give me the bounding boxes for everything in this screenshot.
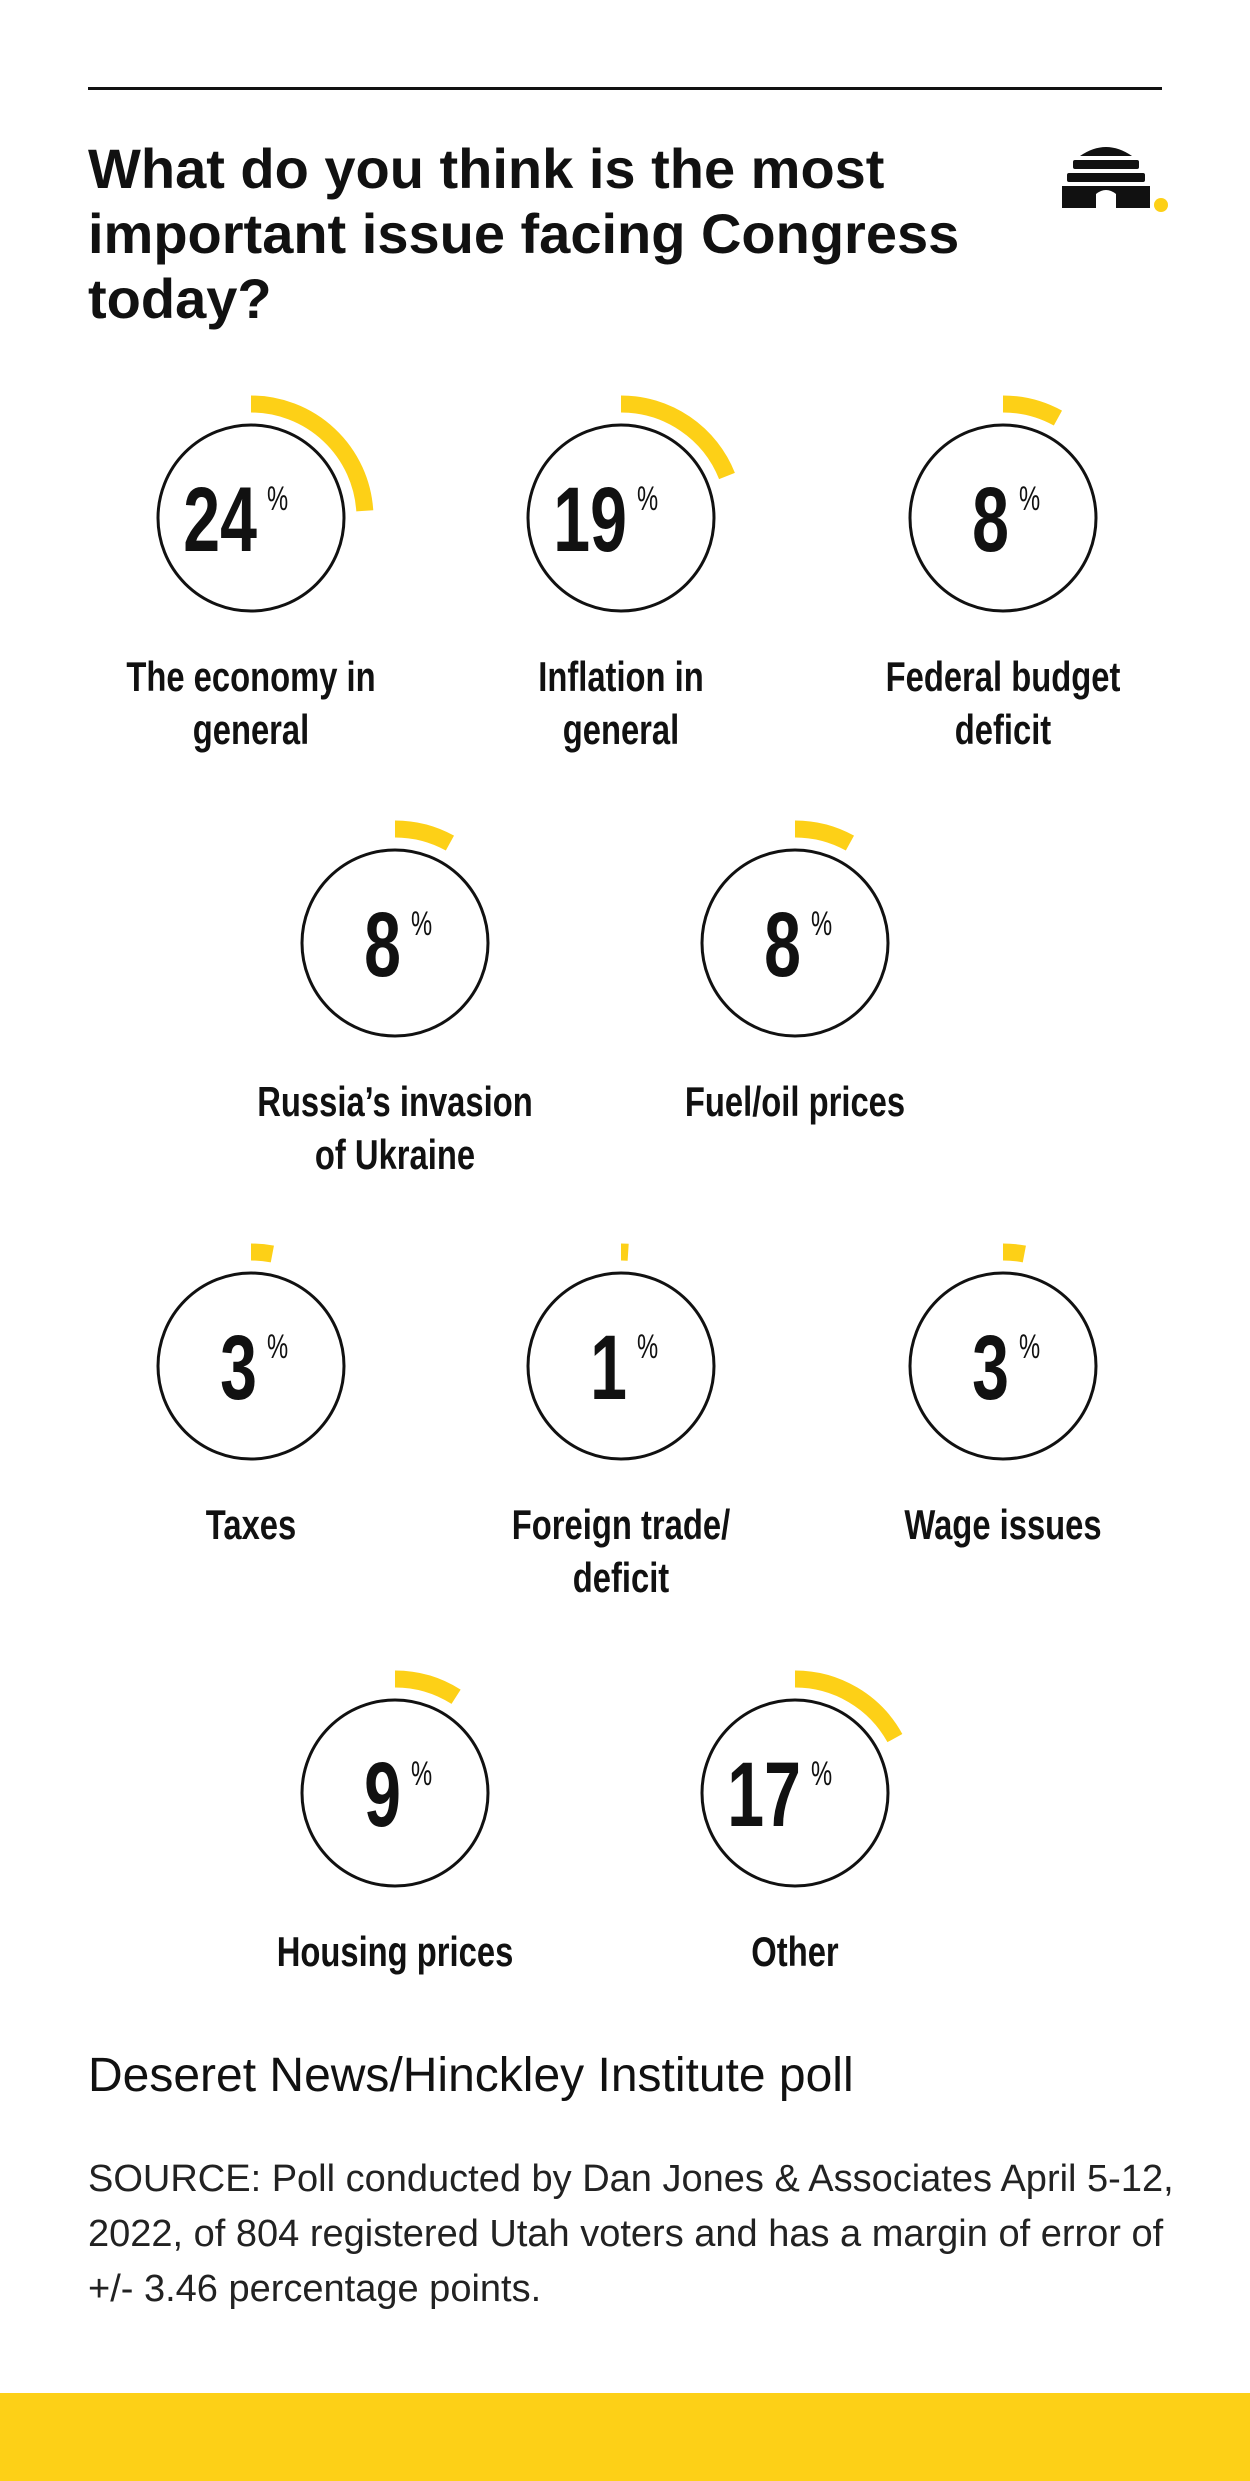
donut-item: 3 % Taxes <box>156 1243 346 1548</box>
donut-item: 17 % Other <box>700 1670 903 1975</box>
donut-item: 9 % Housing prices <box>277 1670 514 1975</box>
donut-percent-sign: % <box>411 1755 432 1793</box>
donut-value-label: 3 <box>220 1315 257 1418</box>
donut-category-label: Inflation in <box>538 653 704 700</box>
donut-item: 8 % Fuel/oil prices <box>685 820 905 1125</box>
footer-bar <box>0 2393 1250 2481</box>
donut-outline <box>526 1271 716 1461</box>
donut-category-label: general <box>563 706 680 753</box>
donut-value-arc <box>1002 1243 1026 1263</box>
donut-outline <box>526 423 716 613</box>
donut-value-label: 8 <box>364 892 401 995</box>
donut-item: 8 % Federal budget deficit <box>886 395 1121 753</box>
donut-category-label: Federal budget <box>886 653 1121 700</box>
donut-item: 1 % Foreign trade/deficit <box>512 1243 731 1601</box>
top-rule <box>88 87 1162 90</box>
donut-outline <box>700 1698 890 1888</box>
donut-value-label: 8 <box>764 892 801 995</box>
donut-value-arc <box>394 820 455 851</box>
donut-percent-sign: % <box>811 1755 832 1793</box>
donut-percent-sign: % <box>637 480 658 518</box>
donut-category-label: Russia’s invasion <box>257 1078 532 1125</box>
donut-percent-sign: % <box>267 480 288 518</box>
source-note: SOURCE: Poll conducted by Dan Jones & As… <box>88 2158 1174 2310</box>
donut-value-arc <box>1002 395 1063 426</box>
donut-outline <box>908 423 1098 613</box>
donut-percent-sign: % <box>637 1328 658 1366</box>
donut-category-label: Housing prices <box>277 1928 514 1975</box>
donut-value-label: 8 <box>972 467 1009 570</box>
donut-category-label: Other <box>751 1928 839 1975</box>
donut-outline <box>908 1271 1098 1461</box>
chart-title: What do you think is the most important … <box>88 137 960 330</box>
donut-value-label: 9 <box>364 1742 401 1845</box>
donut-percent-sign: % <box>1019 480 1040 518</box>
donut-outline <box>700 848 890 1038</box>
donut-category-label: of Ukraine <box>315 1131 475 1178</box>
donut-category-label: deficit <box>573 1554 670 1601</box>
donut-value-arc <box>620 395 735 480</box>
donut-category-label: Fuel/oil prices <box>685 1078 905 1125</box>
donut-value-label: 1 <box>590 1315 627 1418</box>
donut-value-arc <box>794 820 855 851</box>
donut-outline <box>300 848 490 1038</box>
donut-percent-sign: % <box>411 905 432 943</box>
donut-value-label: 3 <box>972 1315 1009 1418</box>
donut-percent-sign: % <box>811 905 832 943</box>
donut-percent-sign: % <box>267 1328 288 1366</box>
donut-value-arc <box>250 1243 274 1263</box>
donut-outline <box>300 1698 490 1888</box>
donut-category-label: deficit <box>955 706 1052 753</box>
donut-value-label: 17 <box>727 1742 801 1845</box>
donut-value-label: 24 <box>183 467 257 570</box>
donut-value-arc <box>794 1670 903 1743</box>
donut-category-label: general <box>193 706 310 753</box>
donut-item: 19 % Inflation in general <box>526 395 735 753</box>
donut-percent-sign: % <box>1019 1328 1040 1366</box>
donut-category-label: Foreign trade/ <box>512 1501 731 1548</box>
donut-outline <box>156 423 346 613</box>
donut-value-label: 19 <box>553 467 627 570</box>
donut-value-arc <box>250 395 374 512</box>
donut-item: 8 % Russia’s invasion of Ukraine <box>257 820 533 1178</box>
donut-category-label: The economy in <box>126 653 375 700</box>
donut-item: 3 % Wage issues <box>904 1243 1102 1548</box>
donut-value-arc <box>394 1670 461 1705</box>
donut-item: 24 % The economy in general <box>126 395 376 753</box>
poll-name: Deseret News/Hinckley Institute poll <box>88 2049 854 2102</box>
beehive-icon <box>1062 147 1168 212</box>
donut-outline <box>156 1271 346 1461</box>
donut-category-label: Wage issues <box>904 1501 1101 1548</box>
donut-category-label: Taxes <box>206 1501 296 1548</box>
